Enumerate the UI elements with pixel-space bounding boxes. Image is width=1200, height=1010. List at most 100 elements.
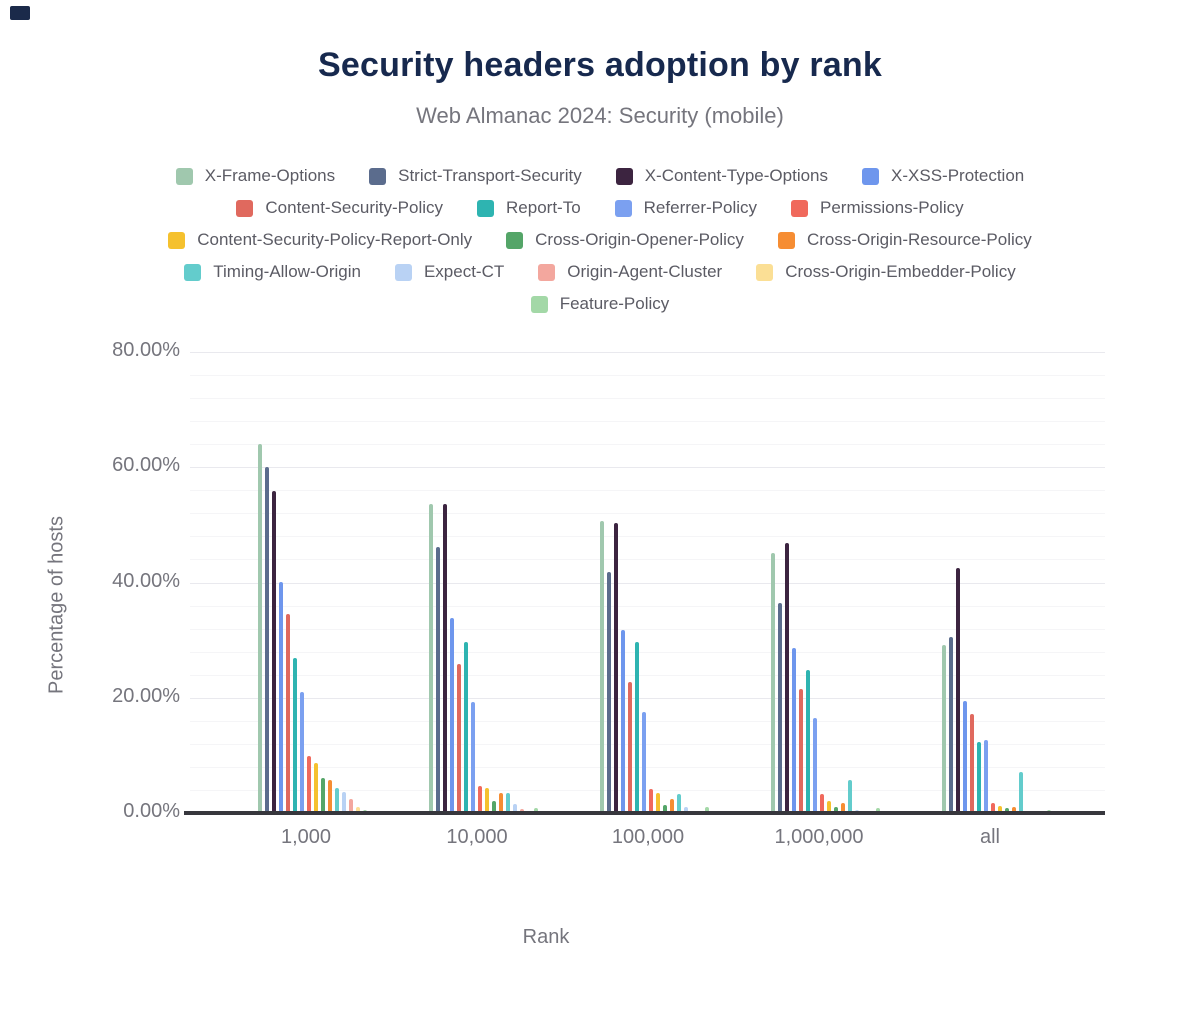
x-tick-label: 1,000 (280, 826, 332, 848)
bar-report-to-all (976, 742, 981, 813)
bar-expect-ct-100,000 (683, 807, 688, 813)
bar-x-frame-options-all (941, 645, 946, 813)
bar-content-security-policy-100,000 (627, 682, 632, 813)
legend-swatch-icon (506, 231, 524, 249)
bar-cross-origin-resource-policy-1,000,000 (840, 803, 845, 813)
y-axis-title: Percentage of hosts (45, 516, 68, 694)
legend-item-content-security-policy[interactable]: Content-Security-Policy (236, 198, 443, 218)
minor-gridline (190, 513, 1105, 515)
legend-item-x-xss-protection[interactable]: X-XSS-Protection (862, 166, 1024, 186)
legend-item-origin-agent-cluster[interactable]: Origin-Agent-Cluster (538, 262, 722, 282)
bar-content-security-policy-report-only-10,000 (484, 788, 489, 813)
bar-permissions-policy-1,000,000 (819, 794, 824, 813)
minor-gridline (190, 490, 1105, 492)
x-tick-label: 100,000 (611, 826, 685, 848)
legend-item-strict-transport-security[interactable]: Strict-Transport-Security (369, 166, 582, 186)
major-gridline (190, 467, 1105, 469)
legend-label: Feature-Policy (559, 294, 670, 313)
x-tick-label: all (979, 826, 1000, 848)
legend-row: X-Frame-Options Strict-Transport-Security… (70, 160, 1130, 192)
bar-referrer-policy-1,000 (299, 692, 304, 813)
bar-report-to-100,000 (634, 642, 639, 813)
legend-label: X-Content-Type-Options (644, 166, 829, 185)
minor-gridline (190, 789, 1105, 791)
bar-feature-policy-1,000,000 (875, 808, 880, 813)
bar-strict-transport-security-100,000 (606, 572, 611, 813)
bar-report-to-1,000,000 (805, 670, 810, 813)
minor-gridline (190, 628, 1105, 630)
legend-label: Referrer-Policy (643, 198, 758, 217)
legend-label: Timing-Allow-Origin (213, 262, 361, 281)
bar-strict-transport-security-all (948, 637, 953, 813)
bar-permissions-policy-all (990, 803, 995, 813)
legend-swatch-icon (862, 167, 880, 185)
legend-swatch-icon (184, 263, 202, 281)
minor-gridline (190, 375, 1105, 377)
legend-item-content-security-policy-report-only[interactable]: Content-Security-Policy-Report-Only (168, 230, 472, 250)
bar-expect-ct-10,000 (512, 804, 517, 813)
minor-gridline (190, 766, 1105, 768)
minor-gridline (190, 743, 1105, 745)
bar-report-to-1,000 (292, 658, 297, 813)
legend-row: Content-Security-Policy-Report-Only Cross… (70, 224, 1130, 256)
minor-gridline (190, 559, 1105, 561)
legend-item-feature-policy[interactable]: Feature-Policy (530, 294, 670, 314)
legend-swatch-icon (369, 167, 387, 185)
bar-content-security-policy-report-only-100,000 (655, 793, 660, 813)
legend-item-report-to[interactable]: Report-To (477, 198, 581, 218)
legend: X-Frame-Options Strict-Transport-Security… (70, 160, 1130, 320)
bar-permissions-policy-100,000 (648, 789, 653, 813)
y-tick-label: 0.00% (123, 800, 180, 822)
legend-item-timing-allow-origin[interactable]: Timing-Allow-Origin (184, 262, 361, 282)
bar-referrer-policy-all (983, 740, 988, 813)
y-tick-label: 20.00% (112, 684, 180, 707)
legend-item-cross-origin-embedder-policy[interactable]: Cross-Origin-Embedder-Policy (756, 262, 1016, 282)
bar-cross-origin-opener-policy-all (1004, 808, 1009, 813)
legend-swatch-icon (615, 167, 633, 185)
bar-x-content-type-options-100,000 (613, 523, 618, 813)
legend-swatch-icon (236, 199, 254, 217)
bar-cross-origin-opener-policy-10,000 (491, 801, 496, 813)
bar-referrer-policy-1,000,000 (812, 718, 817, 813)
bar-group-all (941, 568, 1051, 813)
legend-label: X-Frame-Options (204, 166, 336, 185)
bar-x-xss-protection-10,000 (449, 618, 454, 813)
minor-gridline (190, 651, 1105, 653)
legend-item-x-frame-options[interactable]: X-Frame-Options (175, 166, 336, 186)
bar-group-10,000 (428, 504, 538, 813)
legend-swatch-icon (777, 231, 795, 249)
legend-item-expect-ct[interactable]: Expect-CT (394, 262, 505, 282)
minor-gridline (190, 536, 1105, 538)
bar-x-content-type-options-1,000 (271, 491, 276, 813)
bar-x-frame-options-100,000 (599, 521, 604, 813)
legend-item-x-content-type-options[interactable]: X-Content-Type-Options (615, 166, 829, 186)
bar-cross-origin-resource-policy-10,000 (498, 793, 503, 813)
legend-swatch-icon (477, 199, 495, 217)
bar-group-1,000 (257, 444, 367, 813)
legend-label: Expect-CT (423, 262, 505, 281)
legend-label: Permissions-Policy (820, 198, 964, 217)
x-tick-label: 1,000,000 (774, 826, 864, 848)
legend-label: Cross-Origin-Embedder-Policy (785, 262, 1016, 281)
bar-strict-transport-security-1,000 (264, 467, 269, 813)
legend-item-cross-origin-resource-policy[interactable]: Cross-Origin-Resource-Policy (777, 230, 1032, 250)
major-gridline (190, 697, 1105, 699)
bar-timing-allow-origin-100,000 (676, 794, 681, 813)
bar-content-security-policy-10,000 (456, 664, 461, 813)
x-axis-title: Rank (522, 926, 570, 948)
minor-gridline (190, 605, 1105, 607)
bar-cross-origin-opener-policy-1,000 (320, 778, 325, 813)
legend-row: Timing-Allow-Origin Expect-CT Origin-Agent… (70, 256, 1130, 288)
minor-gridline (190, 398, 1105, 400)
bar-timing-allow-origin-1,000,000 (847, 780, 852, 813)
y-tick-label: 60.00% (112, 454, 180, 477)
plot-area (184, 352, 1105, 815)
legend-item-cross-origin-opener-policy[interactable]: Cross-Origin-Opener-Policy (506, 230, 744, 250)
legend-item-permissions-policy[interactable]: Permissions-Policy (791, 198, 964, 218)
legend-label: Content-Security-Policy (265, 198, 444, 217)
minor-gridline (190, 421, 1105, 423)
legend-item-referrer-policy[interactable]: Referrer-Policy (614, 198, 758, 218)
bar-x-frame-options-1,000 (257, 444, 262, 813)
bar-timing-allow-origin-10,000 (505, 793, 510, 813)
